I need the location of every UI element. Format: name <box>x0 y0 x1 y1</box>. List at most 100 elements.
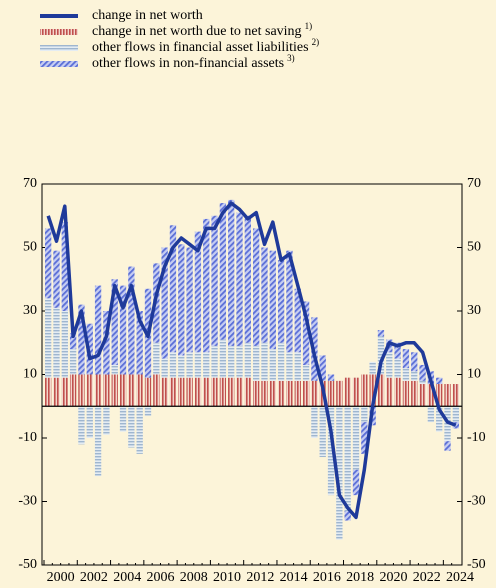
bar <box>169 377 177 407</box>
bar <box>94 406 102 477</box>
bar <box>402 349 410 369</box>
legend-label: other flows in non-financial assets 3) <box>92 53 295 71</box>
bar <box>361 374 368 407</box>
bar <box>344 511 351 521</box>
bar <box>211 345 218 378</box>
x-tick-label: 2004 <box>113 570 141 585</box>
y2-tick-label: -50 <box>467 557 486 572</box>
bar <box>277 380 285 407</box>
bar <box>286 380 293 407</box>
bar <box>311 380 318 407</box>
y2-tick-label: -30 <box>467 494 486 509</box>
legend-label: change in net worth <box>92 8 203 23</box>
bar <box>186 247 193 353</box>
bar <box>111 374 118 407</box>
bar <box>369 361 376 375</box>
bar <box>178 377 185 407</box>
bar <box>178 355 185 378</box>
legend-label: other flows in financial asset liabiliti… <box>92 37 319 55</box>
bar <box>103 374 110 407</box>
bar <box>444 441 451 451</box>
bar <box>45 228 52 299</box>
bar <box>261 380 268 407</box>
bar <box>94 374 102 407</box>
y2-tick-label: 10 <box>467 367 481 382</box>
y2-tick-label: -10 <box>467 430 486 445</box>
bar <box>203 377 210 407</box>
bar <box>261 342 268 381</box>
bar <box>244 215 251 343</box>
bar <box>436 384 443 407</box>
bar <box>327 406 335 496</box>
x-tick-label: 2006 <box>146 570 174 585</box>
bar <box>136 311 143 375</box>
y-tick-label: 70 <box>23 176 37 191</box>
legend-swatch <box>40 14 78 18</box>
bar <box>361 422 368 454</box>
bar <box>352 469 360 496</box>
bar <box>45 298 52 378</box>
bar <box>228 377 235 407</box>
bar <box>86 406 93 438</box>
bar <box>436 377 443 385</box>
bar <box>277 342 285 381</box>
bar <box>311 406 318 438</box>
bar <box>94 285 102 375</box>
bar <box>294 352 301 381</box>
bar <box>452 422 459 429</box>
bar <box>402 368 410 381</box>
bar <box>61 222 68 311</box>
bar <box>253 345 260 381</box>
bar <box>219 377 227 407</box>
legend-swatch <box>40 45 78 51</box>
y-tick-label: 50 <box>23 240 37 255</box>
bar <box>178 244 185 356</box>
bar <box>386 377 393 407</box>
bar <box>294 380 301 407</box>
bar <box>269 349 276 381</box>
bar <box>194 352 202 378</box>
x-tick-label: 2016 <box>313 570 341 585</box>
bar <box>419 384 426 407</box>
legend-name: change in net worth <box>92 8 203 23</box>
bar <box>244 342 251 378</box>
bar <box>361 406 368 423</box>
bar <box>153 374 160 407</box>
bar <box>336 406 343 540</box>
bar <box>319 355 326 381</box>
y-tick-label: 10 <box>23 367 37 382</box>
bar <box>136 374 143 407</box>
bar <box>69 374 77 407</box>
bar <box>419 380 426 385</box>
y-tick-label: -10 <box>18 430 37 445</box>
bar <box>186 377 193 407</box>
bar <box>194 377 202 407</box>
y2-tick-label: 70 <box>467 176 481 191</box>
bar <box>286 250 293 353</box>
bar <box>128 374 135 407</box>
bar <box>161 358 168 378</box>
bar <box>327 380 335 407</box>
legend-swatch <box>40 29 78 35</box>
bar <box>53 307 60 378</box>
bar <box>244 377 251 407</box>
bar <box>103 311 110 375</box>
plot: -50 -50 -30 -30 -10 -10 10 10 30 30 50 50 70 70 2000 20… <box>18 176 485 585</box>
bar <box>294 288 301 353</box>
bar <box>236 377 243 407</box>
bar <box>253 228 260 346</box>
bar <box>153 342 160 375</box>
x-tick-label: 2000 <box>47 570 75 585</box>
bar <box>103 406 110 435</box>
bar <box>119 285 127 375</box>
bar <box>203 352 210 378</box>
bar <box>411 371 418 381</box>
bar <box>269 380 276 407</box>
bar <box>386 352 393 378</box>
bar <box>161 247 168 359</box>
x-tick-label: 2014 <box>280 570 308 585</box>
bar <box>377 330 385 337</box>
